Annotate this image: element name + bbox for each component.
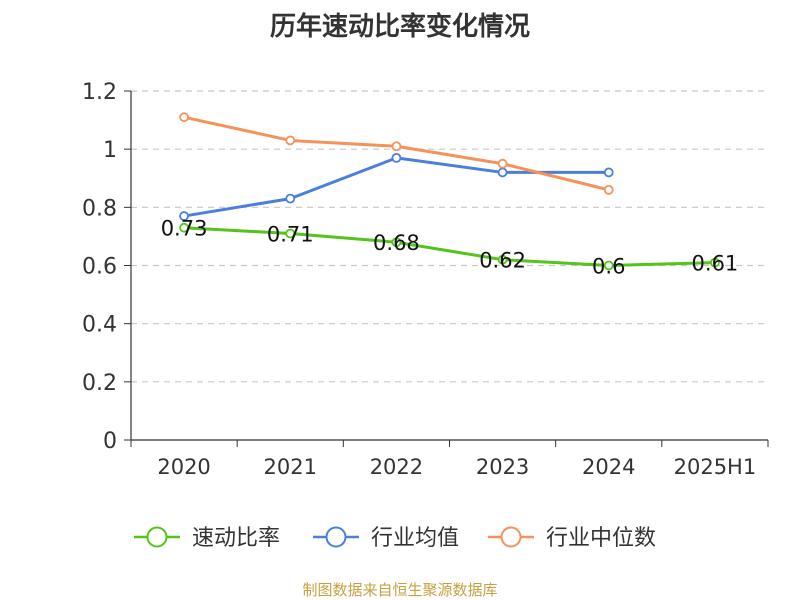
data-point — [710, 257, 720, 268]
data-point — [285, 193, 296, 204]
x-tick-label: 2021 — [264, 455, 317, 479]
x-tick-label: 2025H1 — [674, 455, 757, 479]
legend-label: 速动比率 — [192, 526, 280, 551]
legend-marker — [500, 526, 522, 548]
x-axis: 2020 2021 2022 2023 2024 2025H1 — [130, 439, 769, 479]
data-point — [285, 135, 296, 146]
data-label: 0.6 — [592, 255, 625, 279]
data-point — [603, 167, 614, 178]
data-label: 0.62 — [479, 249, 526, 273]
data-labels: 0.73 0.71 0.68 0.62 0.6 0.61 — [161, 217, 739, 279]
data-point — [603, 184, 614, 195]
y-tick-label: 0.2 — [82, 371, 117, 396]
y-tick-label: 0.6 — [82, 255, 117, 280]
legend-marker — [325, 526, 347, 548]
x-tick-label: 2020 — [157, 455, 210, 479]
data-point — [497, 158, 508, 169]
data-point — [179, 112, 189, 123]
y-tick-label: 1.2 — [82, 80, 117, 105]
y-tick-label: 0.8 — [82, 196, 117, 221]
data-point — [391, 237, 402, 248]
data-point — [391, 141, 402, 152]
y-tick-label: 0.4 — [82, 313, 117, 338]
legend-label: 行业中位数 — [546, 526, 656, 551]
y-tick-label: 1 — [103, 138, 117, 163]
data-point — [603, 260, 614, 271]
data-label: 0.71 — [267, 223, 314, 247]
data-label: 0.73 — [161, 217, 208, 241]
legend: 速动比率 行业均值 行业中位数 — [134, 526, 656, 551]
x-tick-label: 2022 — [370, 455, 423, 479]
series-line — [184, 226, 715, 267]
data-source-note: 制图数据来自恒生聚源数据库 — [302, 581, 498, 599]
legend-marker — [146, 526, 168, 548]
data-point — [179, 222, 189, 233]
data-point — [497, 254, 508, 265]
data-label: 0.61 — [692, 252, 739, 276]
x-tick-label: 2024 — [582, 455, 635, 479]
data-label: 0.68 — [373, 231, 420, 255]
series-layer — [179, 112, 720, 271]
data-point — [285, 228, 296, 239]
legend-label: 行业均值 — [371, 526, 459, 551]
y-tick-label: 0 — [103, 429, 117, 454]
data-point — [391, 152, 402, 163]
y-axis: 0 0.2 0.4 0.6 0.8 1 1.2 — [82, 80, 132, 454]
chart-title: 历年速动比率变化情况 — [269, 12, 530, 42]
data-point — [179, 211, 189, 221]
data-point — [497, 167, 508, 178]
grid-lines — [131, 90, 768, 383]
x-tick-label: 2023 — [476, 455, 529, 479]
